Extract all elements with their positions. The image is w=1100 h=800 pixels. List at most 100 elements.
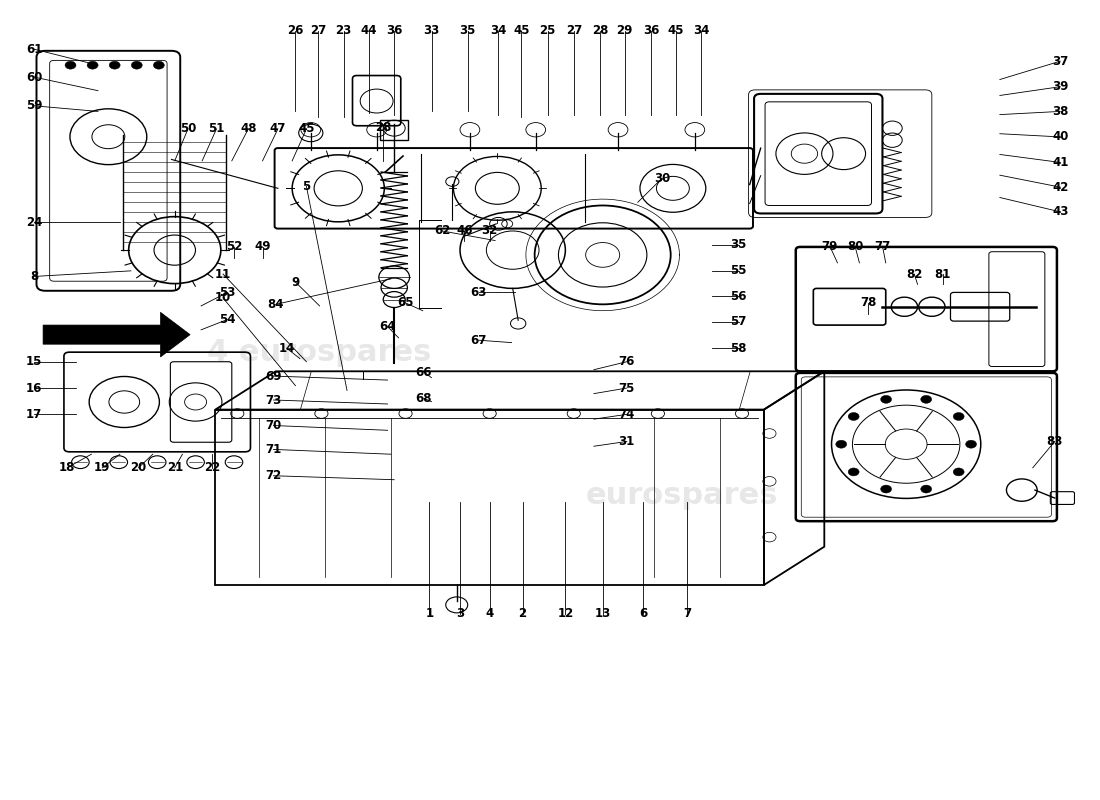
Text: 74: 74 xyxy=(618,408,635,421)
Text: 27: 27 xyxy=(566,24,582,38)
Text: 42: 42 xyxy=(1052,181,1068,194)
Text: 3: 3 xyxy=(456,607,464,620)
Text: 35: 35 xyxy=(730,238,747,251)
Text: 43: 43 xyxy=(1052,206,1068,218)
Text: 64: 64 xyxy=(379,320,396,333)
Text: 72: 72 xyxy=(265,470,282,482)
Text: 46: 46 xyxy=(456,225,473,238)
Text: 66: 66 xyxy=(416,366,432,378)
Circle shape xyxy=(131,61,142,69)
Polygon shape xyxy=(43,312,190,357)
Circle shape xyxy=(109,61,120,69)
Text: 80: 80 xyxy=(847,240,864,253)
Text: 8: 8 xyxy=(30,270,38,283)
Text: 73: 73 xyxy=(265,394,282,406)
Text: 37: 37 xyxy=(1052,54,1068,68)
Circle shape xyxy=(153,61,164,69)
Text: 56: 56 xyxy=(730,290,747,303)
Text: 35: 35 xyxy=(460,24,476,38)
Text: 30: 30 xyxy=(653,172,670,185)
Text: 77: 77 xyxy=(874,240,891,253)
Circle shape xyxy=(921,395,932,403)
Text: 53: 53 xyxy=(219,286,235,299)
Text: 34: 34 xyxy=(491,24,507,38)
Text: 70: 70 xyxy=(265,419,282,432)
Text: 58: 58 xyxy=(730,342,747,354)
Text: 47: 47 xyxy=(270,122,286,135)
Text: 84: 84 xyxy=(267,298,284,311)
Text: 50: 50 xyxy=(179,122,196,135)
Text: 1: 1 xyxy=(426,607,433,620)
Text: 60: 60 xyxy=(26,70,43,84)
Text: 52: 52 xyxy=(226,241,242,254)
Text: 7: 7 xyxy=(683,607,691,620)
Text: 78: 78 xyxy=(860,296,877,310)
Text: 5: 5 xyxy=(302,180,310,193)
Text: 32: 32 xyxy=(482,225,498,238)
Text: 28: 28 xyxy=(375,121,392,134)
Text: 22: 22 xyxy=(204,462,220,474)
Text: 24: 24 xyxy=(26,216,43,229)
Text: 45: 45 xyxy=(668,24,684,38)
Circle shape xyxy=(881,485,892,493)
Text: 26: 26 xyxy=(287,24,304,38)
Text: 4: 4 xyxy=(485,607,494,620)
Text: 69: 69 xyxy=(265,370,282,382)
Text: 12: 12 xyxy=(558,607,573,620)
Text: 76: 76 xyxy=(618,355,635,368)
Text: 14: 14 xyxy=(278,342,295,354)
Circle shape xyxy=(954,413,965,421)
Text: 34: 34 xyxy=(693,24,710,38)
Text: 45: 45 xyxy=(514,24,530,38)
Text: 10: 10 xyxy=(214,291,231,305)
Text: 18: 18 xyxy=(59,462,76,474)
Text: 27: 27 xyxy=(310,24,327,38)
Text: 63: 63 xyxy=(471,286,487,299)
Text: 62: 62 xyxy=(434,225,451,238)
Text: 29: 29 xyxy=(616,24,632,38)
Text: 6: 6 xyxy=(639,607,648,620)
Text: 57: 57 xyxy=(730,315,747,328)
Text: 79: 79 xyxy=(822,240,838,253)
Text: 31: 31 xyxy=(618,435,635,448)
Text: 23: 23 xyxy=(336,24,352,38)
Text: 16: 16 xyxy=(26,382,43,394)
Text: 75: 75 xyxy=(618,382,635,394)
Text: 4 eurospares: 4 eurospares xyxy=(208,338,432,366)
Text: 11: 11 xyxy=(214,267,231,281)
Text: 82: 82 xyxy=(906,267,923,281)
Text: 36: 36 xyxy=(642,24,659,38)
Text: 55: 55 xyxy=(730,264,747,278)
Text: 38: 38 xyxy=(1052,105,1068,118)
Text: 39: 39 xyxy=(1052,80,1068,93)
Circle shape xyxy=(65,61,76,69)
Text: 54: 54 xyxy=(219,313,235,326)
Text: 45: 45 xyxy=(298,122,315,135)
Text: 51: 51 xyxy=(208,122,224,135)
Circle shape xyxy=(87,61,98,69)
Text: 67: 67 xyxy=(471,334,487,346)
Text: 13: 13 xyxy=(594,607,610,620)
Text: 19: 19 xyxy=(95,462,110,474)
Circle shape xyxy=(881,395,892,403)
Text: 17: 17 xyxy=(26,408,43,421)
Text: 21: 21 xyxy=(166,462,183,474)
Text: 48: 48 xyxy=(240,122,256,135)
Circle shape xyxy=(954,468,965,476)
Text: 81: 81 xyxy=(935,267,952,281)
Circle shape xyxy=(921,485,932,493)
Text: 83: 83 xyxy=(1046,435,1063,448)
Text: 41: 41 xyxy=(1052,156,1068,169)
Text: 36: 36 xyxy=(386,24,403,38)
Text: 44: 44 xyxy=(361,24,377,38)
Text: 71: 71 xyxy=(265,443,282,456)
Text: 40: 40 xyxy=(1052,130,1068,143)
Text: 49: 49 xyxy=(254,241,271,254)
Text: 65: 65 xyxy=(397,296,414,310)
Text: 25: 25 xyxy=(540,24,556,38)
Circle shape xyxy=(966,440,977,448)
Circle shape xyxy=(836,440,847,448)
Text: 15: 15 xyxy=(26,355,43,368)
Circle shape xyxy=(848,413,859,421)
Circle shape xyxy=(848,468,859,476)
